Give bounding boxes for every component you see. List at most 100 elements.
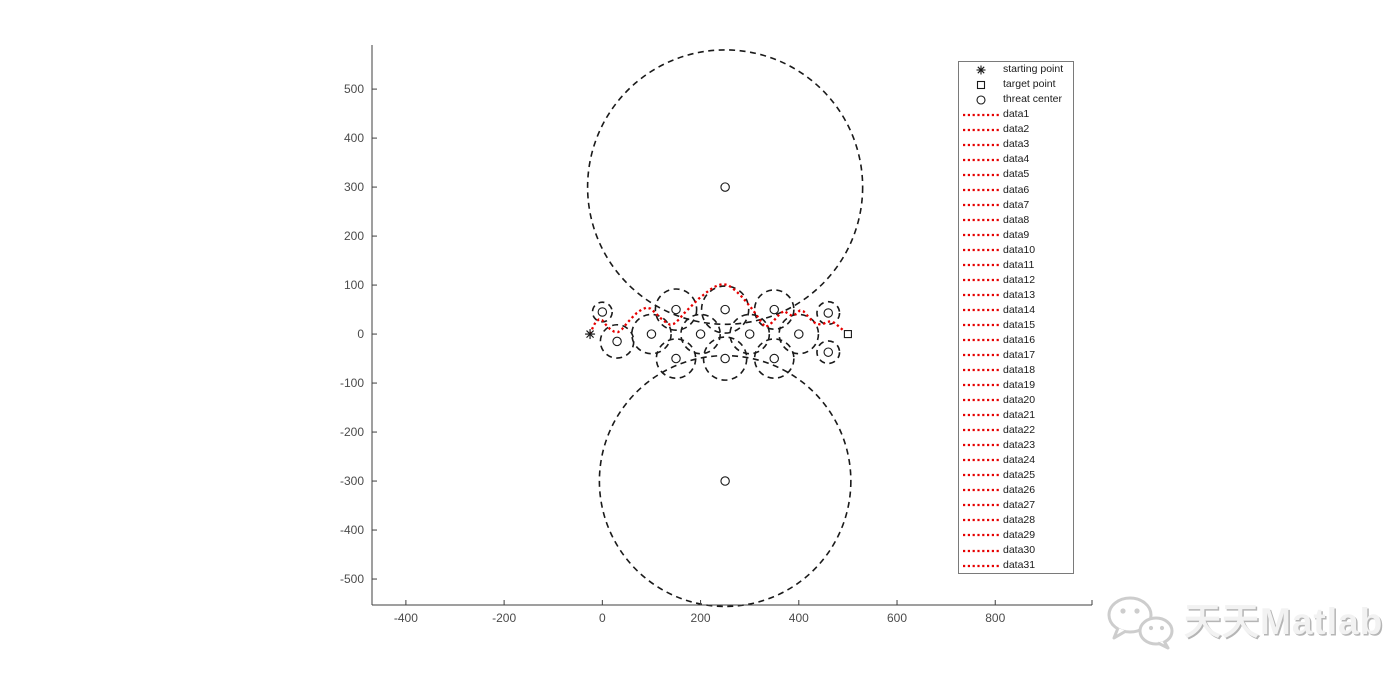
circle-icon: [976, 95, 986, 105]
red-dotted-line-sample: [963, 354, 999, 357]
y-tick-label: -400: [340, 523, 364, 537]
legend-row-data22: data22: [959, 423, 1073, 438]
legend-row-data15: data15: [959, 318, 1073, 333]
legend-sample: [959, 94, 1003, 106]
red-dotted-line-sample: [963, 384, 999, 387]
legend-row-data19: data19: [959, 378, 1073, 393]
red-dotted-line-sample: [963, 308, 999, 312]
legend-label: data29: [1003, 529, 1036, 542]
y-tick-label: 500: [344, 82, 364, 96]
red-dotted-line-sample: [963, 504, 999, 507]
legend-label: data23: [1003, 439, 1036, 452]
watermark-text: 天天Matlab: [1184, 600, 1384, 642]
threat-circle: [816, 300, 841, 326]
legend-row-asterisk: starting point: [959, 62, 1073, 77]
y-tick-label: 400: [344, 131, 364, 145]
legend-label: data15: [1003, 318, 1036, 331]
legend-sample: [959, 484, 1003, 496]
legend-sample: [959, 259, 1003, 271]
legend-sample: [959, 349, 1003, 361]
legend-sample: [959, 454, 1003, 466]
threat-circle: [586, 49, 864, 326]
legend-label: data17: [1003, 348, 1036, 361]
legend-sample: [959, 439, 1003, 451]
y-tick-label: -300: [340, 474, 364, 488]
legend-sample: [959, 469, 1003, 481]
threat-center-marker: [695, 329, 706, 339]
legend-label: data12: [1003, 273, 1036, 286]
legend-sample: [959, 545, 1003, 557]
legend-sample: [959, 64, 1003, 76]
threat-center-marker: [720, 476, 730, 486]
red-dotted-line-sample: [963, 549, 999, 552]
legend-sample: [959, 304, 1003, 316]
red-dotted-line-sample: [963, 323, 999, 327]
threat-center-marker: [671, 304, 681, 315]
asterisk-icon: [976, 65, 986, 75]
y-tick-label: -500: [340, 572, 364, 586]
legend-row-data4: data4: [959, 152, 1073, 167]
legend-row-data13: data13: [959, 287, 1073, 302]
legend-label: data7: [1003, 198, 1030, 211]
legend-label: data28: [1003, 514, 1036, 527]
threat-circle: [654, 288, 698, 331]
legend-label: data3: [1003, 138, 1030, 151]
target-point-marker: [843, 330, 852, 339]
legend-sample: [959, 154, 1003, 166]
legend-label: data5: [1003, 168, 1030, 181]
legend-row-data7: data7: [959, 197, 1073, 212]
red-dotted-line-sample: [963, 564, 999, 567]
legend-sample: [959, 274, 1003, 286]
threat-center-marker: [597, 307, 608, 317]
y-tick-label: -100: [340, 376, 364, 390]
legend-row-data28: data28: [959, 513, 1073, 528]
legend-label: data1: [1003, 108, 1030, 121]
red-dotted-line-sample: [963, 369, 999, 372]
threat-center-marker: [794, 329, 804, 339]
legend-sample: [959, 124, 1003, 136]
legend-row-data16: data16: [959, 333, 1073, 348]
threat-center-marker: [769, 353, 779, 364]
y-tick-label: -200: [340, 425, 364, 439]
legend-row-circle: threat center: [959, 92, 1073, 107]
legend-sample: [959, 334, 1003, 346]
legend-label: data26: [1003, 484, 1036, 497]
legend-sample: [959, 244, 1003, 256]
y-tick-label: 0: [357, 327, 364, 341]
legend-row-data23: data23: [959, 438, 1073, 453]
legend-row-data29: data29: [959, 528, 1073, 543]
red-dotted-line-sample: [963, 429, 999, 432]
threat-circle: [702, 336, 748, 381]
threat-center-marker: [671, 353, 681, 364]
legend-sample: [959, 214, 1003, 226]
legend-row-data26: data26: [959, 483, 1073, 498]
threat-circle: [753, 338, 795, 379]
legend-label: data10: [1003, 243, 1036, 256]
red-dotted-line-sample: [963, 188, 999, 191]
red-dotted-line-sample: [963, 489, 999, 492]
red-dotted-line-sample: [963, 534, 999, 537]
legend-label: data27: [1003, 499, 1036, 512]
legend-label: data19: [1003, 378, 1036, 391]
red-dotted-line-sample: [963, 143, 999, 146]
y-tick-label: 200: [344, 229, 364, 243]
legend-sample: [959, 560, 1003, 572]
legend-row-data6: data6: [959, 182, 1073, 197]
legend-label: data18: [1003, 363, 1036, 376]
legend-sample: [959, 184, 1003, 196]
red-dotted-line-sample: [963, 338, 999, 342]
x-tick-label: 200: [691, 611, 711, 625]
x-tick-label: -400: [394, 611, 418, 625]
legend-label: data14: [1003, 303, 1036, 316]
legend-label: data9: [1003, 228, 1030, 241]
red-dotted-line-sample: [963, 233, 999, 236]
legend-sample: [959, 409, 1003, 421]
red-dotted-line-sample: [963, 444, 999, 447]
x-tick-label: 600: [887, 611, 907, 625]
legend-label: threat center: [1003, 93, 1062, 106]
red-dotted-line-sample: [963, 248, 999, 251]
legend-label: data4: [1003, 153, 1030, 166]
x-tick-label: 0: [599, 611, 606, 625]
legend-label: data24: [1003, 454, 1036, 467]
